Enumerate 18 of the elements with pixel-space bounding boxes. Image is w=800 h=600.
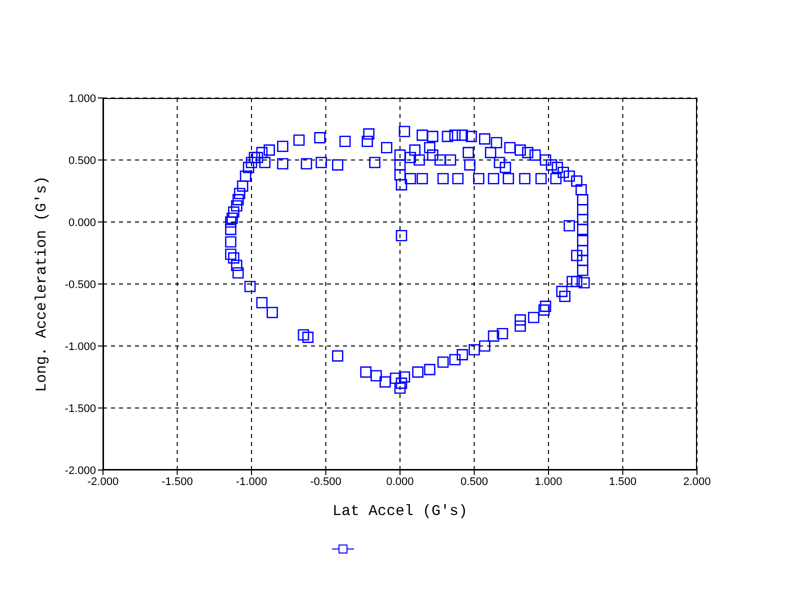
y-tick-label: 0.000 bbox=[68, 216, 96, 229]
y-tick-label: -1.500 bbox=[64, 402, 96, 415]
x-tick-label: 0.000 bbox=[386, 476, 414, 488]
x-tick-label: -0.500 bbox=[310, 476, 342, 488]
x-tick-label: 2.000 bbox=[683, 476, 711, 488]
x-tick-label: -2.000 bbox=[87, 476, 119, 488]
y-tick-label: -0.500 bbox=[64, 278, 96, 291]
y-tick-label: -1.000 bbox=[64, 340, 96, 353]
y-tick-label: -2.000 bbox=[64, 464, 96, 477]
x-tick-label: -1.500 bbox=[162, 476, 193, 488]
x-tick-label: -1.000 bbox=[236, 476, 268, 488]
y-axis-title: Long. Acceleration (G's) bbox=[33, 176, 50, 392]
x-tick-label: 0.500 bbox=[460, 476, 488, 488]
x-tick-label: 1.500 bbox=[608, 476, 637, 488]
y-tick-label: 1.000 bbox=[68, 92, 96, 105]
x-axis-title: Lat Accel (G's) bbox=[332, 503, 468, 520]
x-tick-label: 1.000 bbox=[534, 476, 562, 488]
y-tick-label: 0.500 bbox=[68, 154, 96, 167]
